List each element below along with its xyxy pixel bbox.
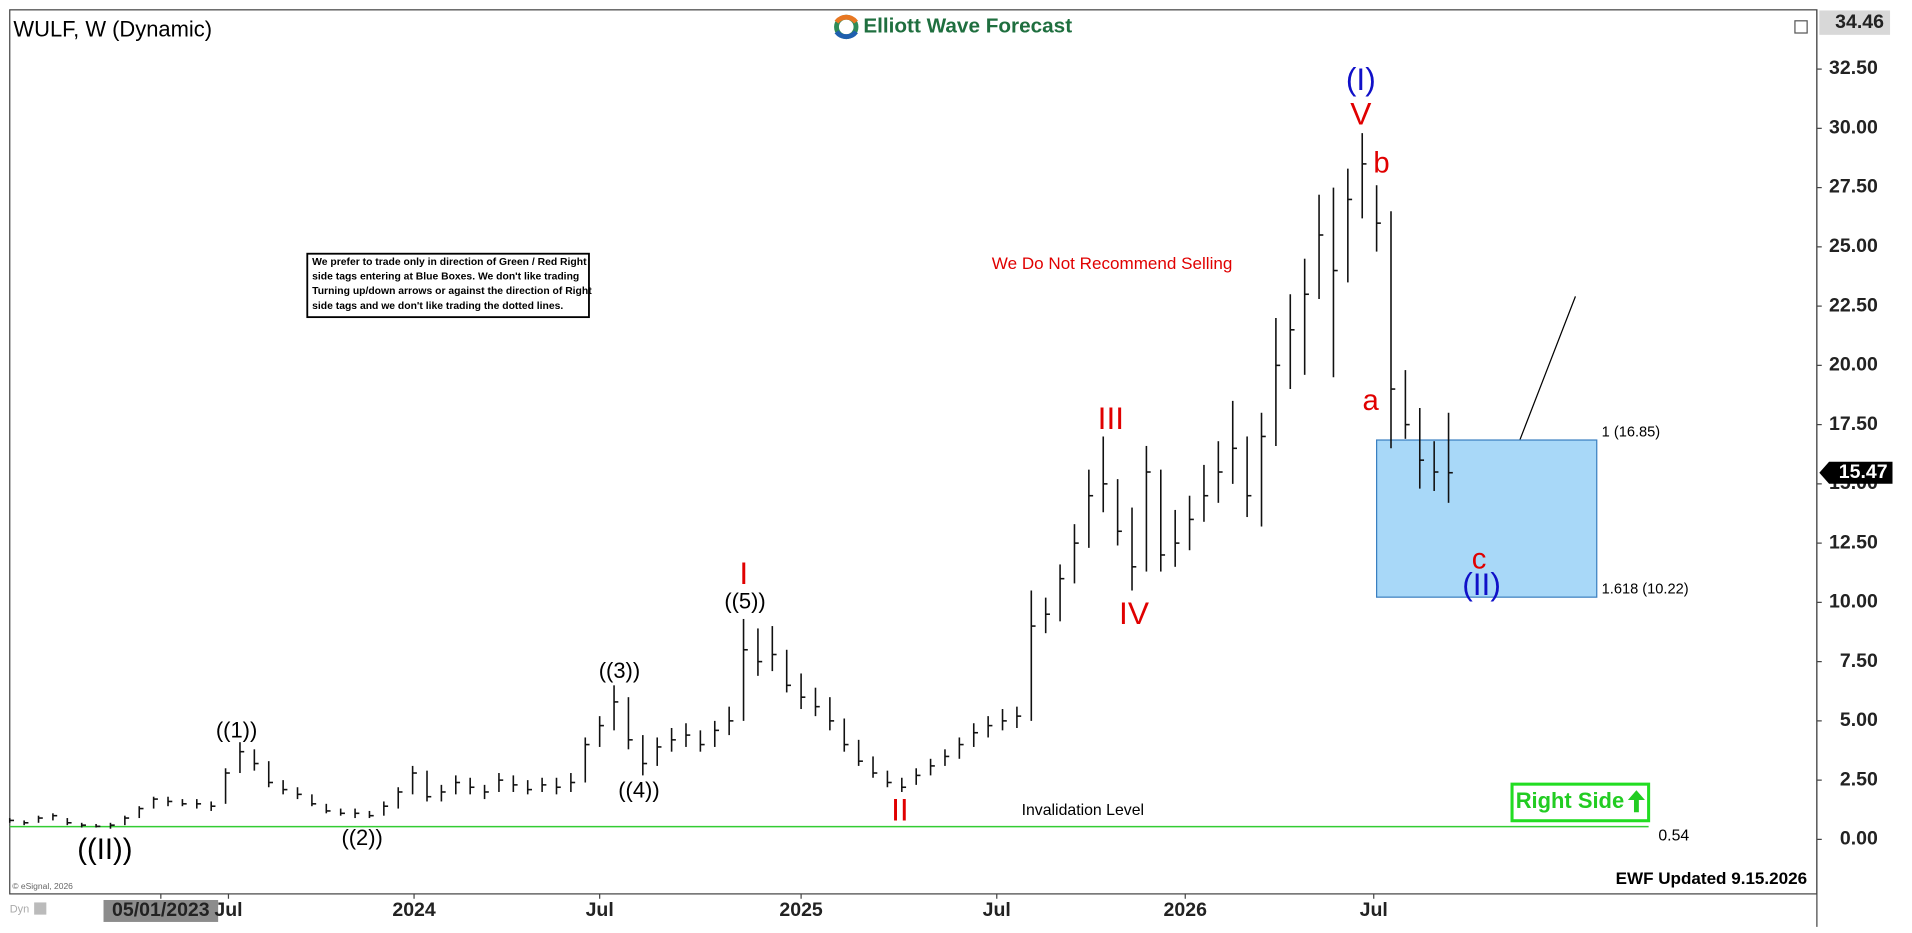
wave-label: b [1373, 147, 1389, 179]
wave-label: ((3)) [599, 658, 640, 683]
wave-label: c [1472, 544, 1487, 576]
y-tick-label: 2.50 [1840, 768, 1878, 790]
brand-logo: Elliott Wave Forecast [834, 14, 1072, 40]
x-tick-label: 2025 [779, 899, 823, 921]
y-tick-label: 32.50 [1829, 57, 1878, 79]
target-label: 1 (16.85) [1602, 425, 1661, 441]
x-tick-label: 2024 [392, 899, 436, 921]
warning-text: We Do Not Recommend Selling [992, 254, 1233, 273]
y-tick-label: 22.50 [1829, 294, 1878, 316]
y-tick-label: 20.00 [1829, 354, 1878, 376]
date-cursor-box [103, 899, 219, 922]
copyright: © eSignal, 2026 [12, 881, 73, 891]
note-box: We prefer to trade only in direction of … [306, 252, 592, 319]
y-tick-label: 12.50 [1829, 531, 1878, 553]
wave-label: ((II)) [77, 834, 132, 866]
x-tick-label: Jul [586, 899, 614, 921]
last-price-label: 15.47 [1839, 461, 1888, 483]
y-tick-label: 5.00 [1840, 709, 1878, 731]
y-tick-label: 17.50 [1829, 413, 1878, 435]
y-tick-label: 7.50 [1840, 650, 1878, 672]
wave-label: V [1350, 95, 1371, 131]
note-line: side tags entering at Blue Boxes. We don… [312, 272, 579, 283]
y-tick-label: 25.00 [1829, 235, 1878, 257]
x-tick-label: Jul [983, 899, 1011, 921]
target-label: 1.618 (10.22) [1602, 582, 1689, 598]
wave-label: I [739, 555, 748, 591]
mode-icon[interactable] [34, 902, 47, 915]
wave-label: a [1362, 385, 1379, 417]
wave-label: III [1098, 400, 1124, 436]
price-bars [8, 133, 1453, 829]
note-line: side tags and we don't like trading the … [312, 301, 563, 312]
invalidation-value: 0.54 [1658, 828, 1689, 845]
x-tick-label: 2026 [1164, 899, 1208, 921]
y-tick-label: 27.50 [1829, 176, 1878, 198]
window-icon[interactable] [1794, 20, 1808, 34]
brand-name: Elliott Wave Forecast [863, 14, 1072, 37]
wave-label: (II) [1462, 566, 1501, 602]
x-tick-label: Jul [1360, 899, 1388, 921]
x-tick-label: Jul [214, 899, 242, 921]
axis-top-label: 34.46 [1835, 11, 1884, 33]
mode-label: Dyn [10, 904, 30, 916]
y-tick-label: 30.00 [1829, 117, 1878, 139]
wave-label: ((1)) [216, 718, 257, 743]
badge-text: Right Side [1516, 788, 1624, 813]
updated-text: EWF Updated 9.15.2026 [1616, 869, 1808, 888]
invalidation-label: Invalidation Level [1022, 802, 1144, 819]
note-line: We prefer to trade only in direction of … [312, 257, 587, 268]
wave-label: ((5)) [724, 588, 765, 613]
last-price-box [1819, 461, 1893, 484]
right-side-badge: Right Side [1510, 782, 1651, 823]
axis-top-box [1819, 10, 1891, 35]
x-tick-label: 05/01/2023 [112, 899, 210, 921]
wave-label: ((4)) [618, 777, 659, 802]
wave-label: (I) [1346, 61, 1376, 97]
target-box [1376, 439, 1598, 598]
symbol-title: WULF, W (Dynamic) [13, 16, 212, 41]
wave-label: IV [1119, 595, 1149, 631]
y-tick-label: 10.00 [1829, 591, 1878, 613]
wave-label: II [891, 792, 909, 828]
y-tick-label: 0.00 [1840, 828, 1878, 850]
wave-label: ((2)) [341, 825, 382, 850]
note-line: Turning up/down arrows or against the di… [312, 286, 592, 297]
